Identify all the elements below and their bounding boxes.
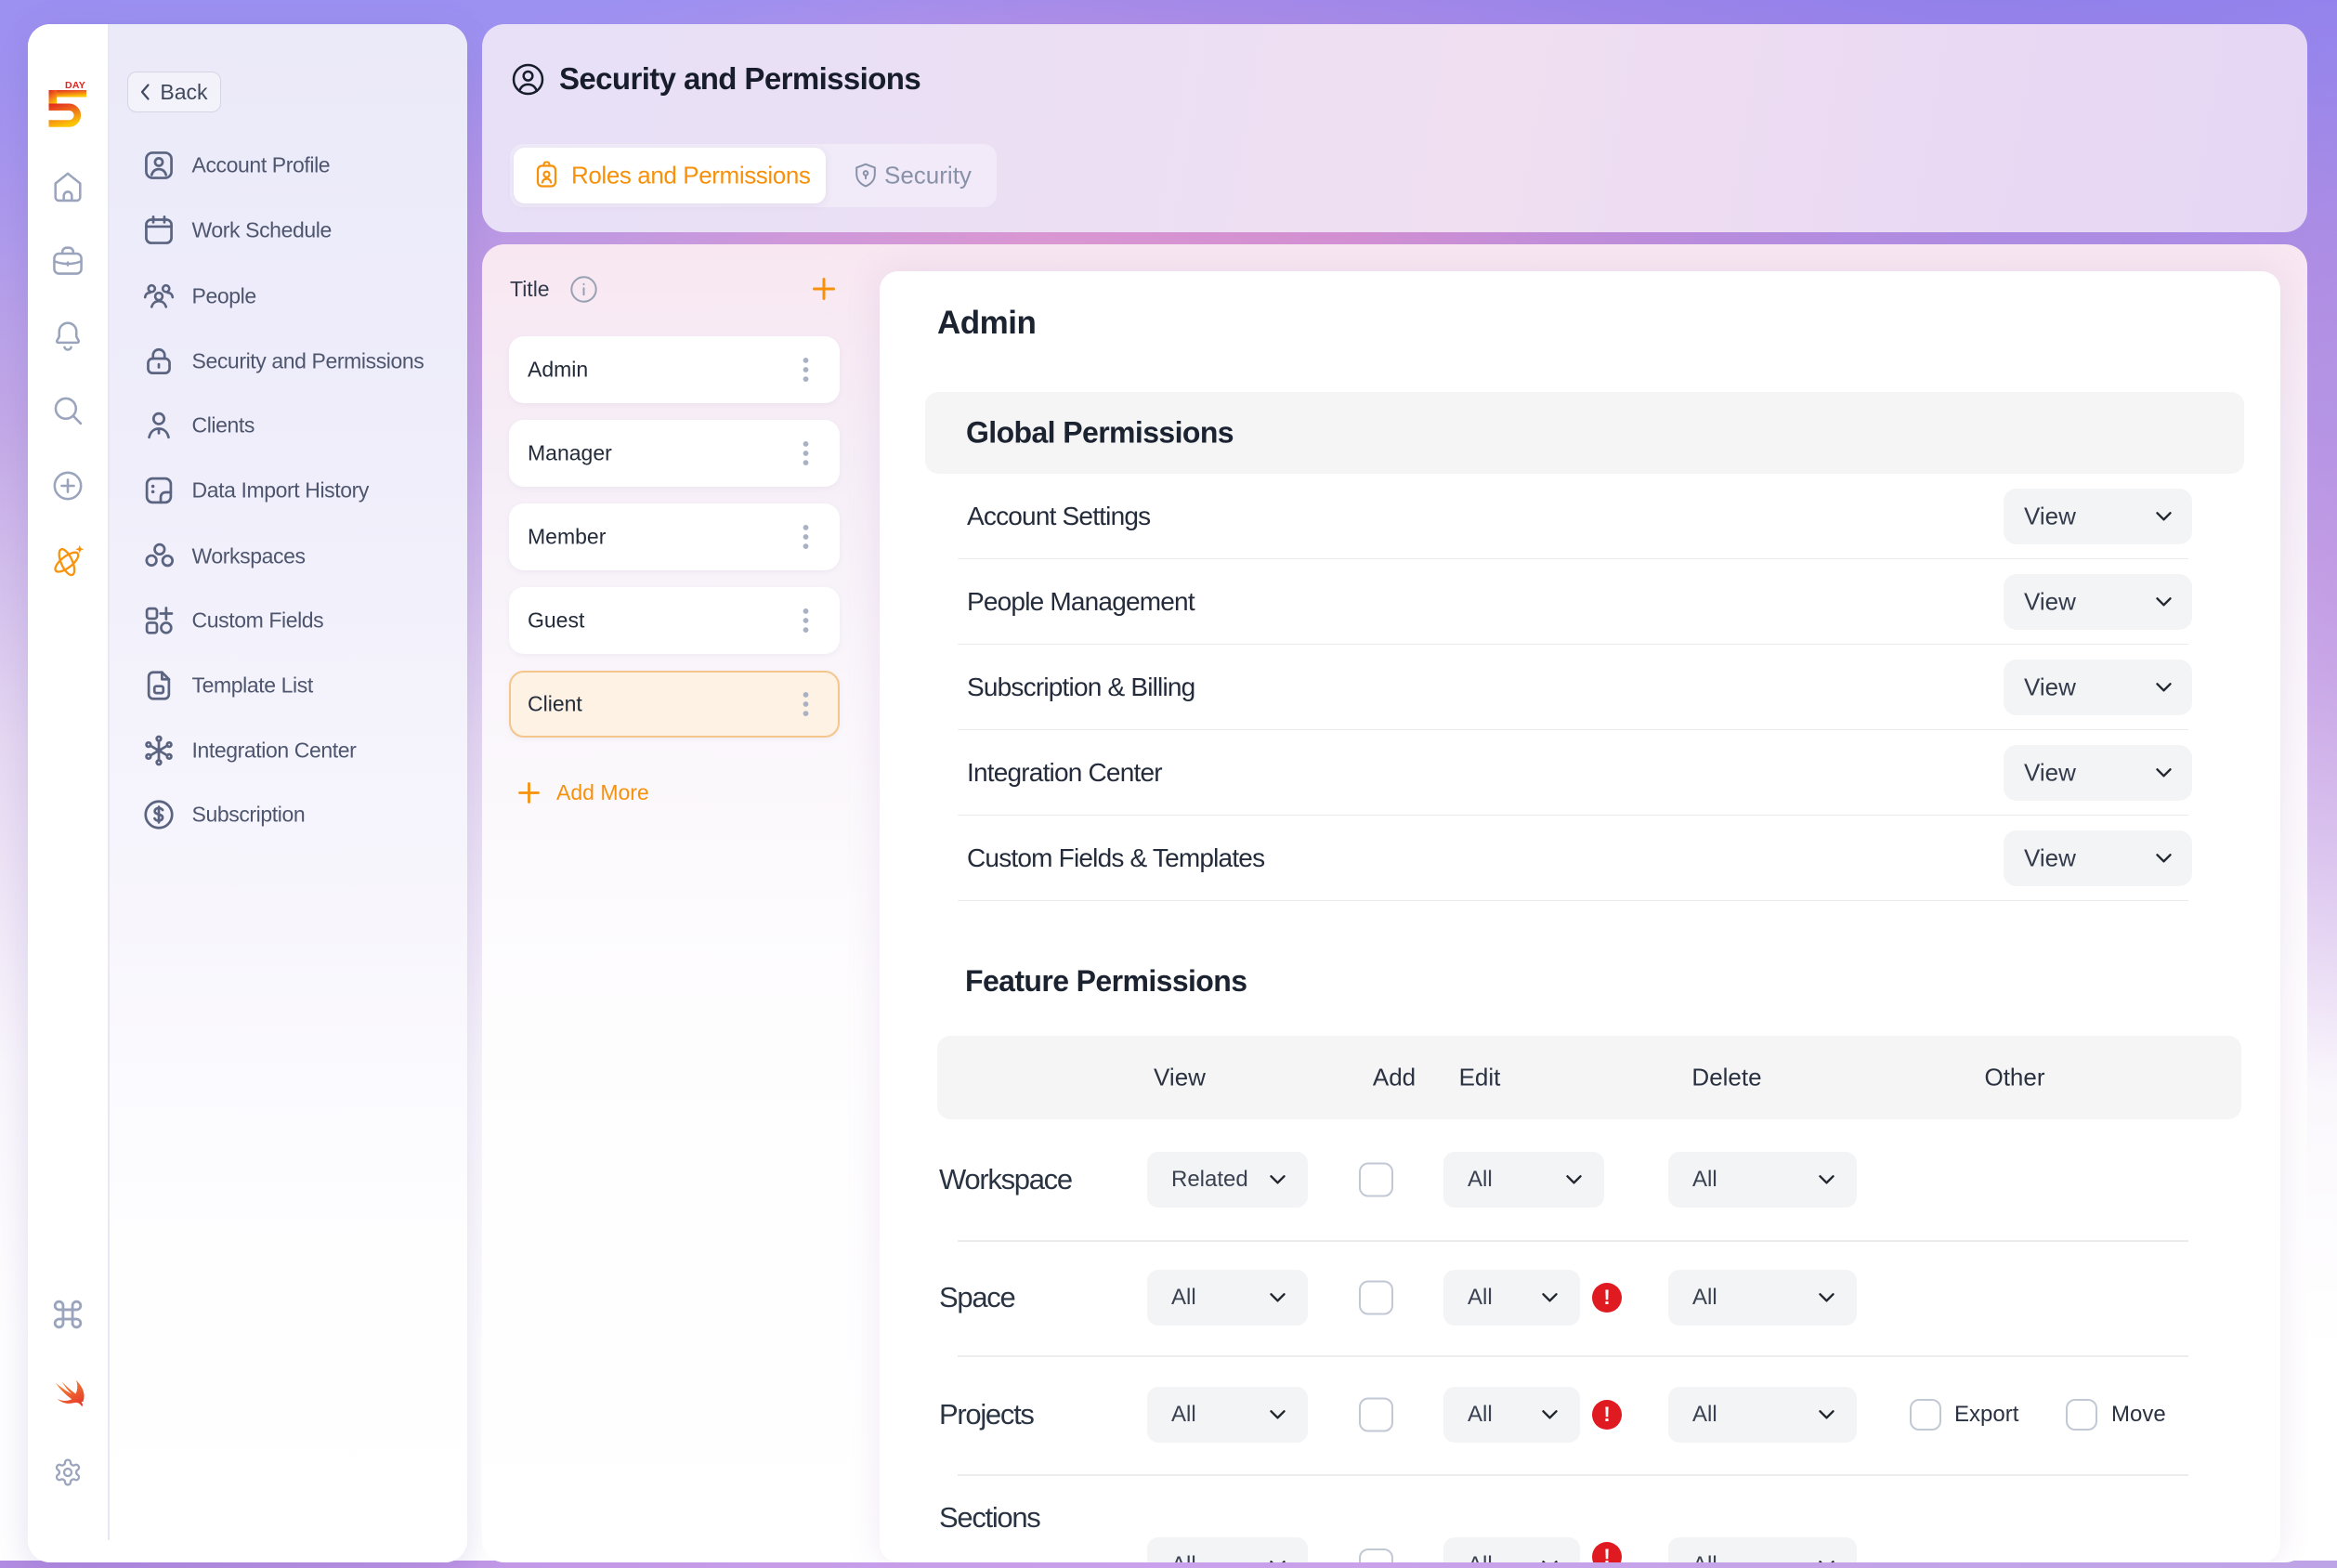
svg-text:DAY: DAY xyxy=(65,80,85,91)
